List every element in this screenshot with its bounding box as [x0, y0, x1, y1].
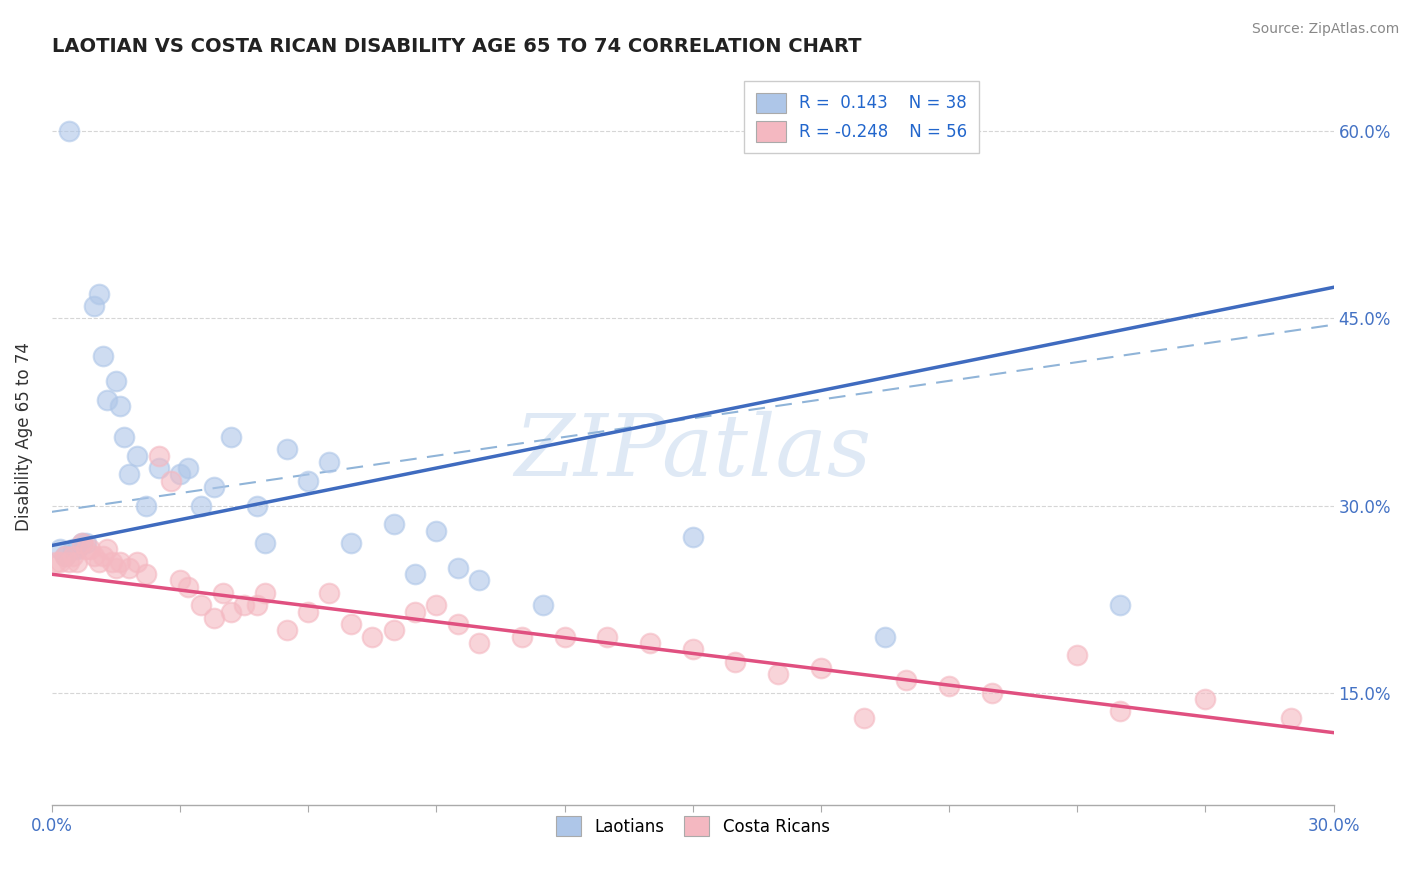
Point — [104, 374, 127, 388]
Point — [1109, 705, 1132, 719]
Point — [1109, 599, 1132, 613]
Point — [447, 617, 470, 632]
Point — [118, 561, 141, 575]
Point — [1194, 692, 1216, 706]
Point — [468, 636, 491, 650]
Point — [766, 667, 789, 681]
Point — [404, 567, 426, 582]
Point — [202, 611, 225, 625]
Point — [127, 449, 149, 463]
Point — [447, 561, 470, 575]
Point — [938, 680, 960, 694]
Point — [553, 630, 575, 644]
Point — [318, 455, 340, 469]
Point — [510, 630, 533, 644]
Point — [70, 536, 93, 550]
Point — [638, 636, 661, 650]
Point — [160, 474, 183, 488]
Point — [177, 461, 200, 475]
Point — [108, 555, 131, 569]
Point — [104, 561, 127, 575]
Point — [211, 586, 233, 600]
Point — [1279, 711, 1302, 725]
Point — [682, 530, 704, 544]
Point — [1066, 648, 1088, 663]
Point — [177, 580, 200, 594]
Point — [118, 467, 141, 482]
Point — [810, 661, 832, 675]
Point — [202, 480, 225, 494]
Point — [980, 686, 1002, 700]
Point — [425, 524, 447, 538]
Point — [361, 630, 384, 644]
Point — [596, 630, 619, 644]
Point — [112, 430, 135, 444]
Point — [45, 555, 67, 569]
Point — [404, 605, 426, 619]
Point — [91, 349, 114, 363]
Point — [66, 542, 89, 557]
Point — [254, 586, 277, 600]
Point — [79, 542, 101, 557]
Point — [148, 449, 170, 463]
Point — [62, 549, 84, 563]
Point — [425, 599, 447, 613]
Point — [108, 399, 131, 413]
Point — [382, 624, 405, 638]
Point — [190, 499, 212, 513]
Point — [135, 499, 157, 513]
Point — [724, 655, 747, 669]
Point — [53, 549, 76, 563]
Point — [873, 630, 896, 644]
Point — [468, 574, 491, 588]
Point — [219, 605, 242, 619]
Point — [297, 474, 319, 488]
Point — [127, 555, 149, 569]
Point — [169, 467, 191, 482]
Point — [219, 430, 242, 444]
Point — [340, 617, 363, 632]
Point — [49, 555, 72, 569]
Point — [58, 555, 80, 569]
Point — [87, 555, 110, 569]
Point — [896, 673, 918, 688]
Point — [62, 542, 84, 557]
Point — [96, 542, 118, 557]
Point — [83, 299, 105, 313]
Point — [169, 574, 191, 588]
Point — [53, 549, 76, 563]
Point — [148, 461, 170, 475]
Point — [246, 599, 269, 613]
Point — [66, 555, 89, 569]
Point — [58, 124, 80, 138]
Point — [246, 499, 269, 513]
Point — [91, 549, 114, 563]
Point — [318, 586, 340, 600]
Point — [75, 536, 97, 550]
Point — [276, 442, 298, 457]
Point — [75, 542, 97, 557]
Point — [49, 542, 72, 557]
Text: ZIPatlas: ZIPatlas — [515, 410, 872, 493]
Text: LAOTIAN VS COSTA RICAN DISABILITY AGE 65 TO 74 CORRELATION CHART: LAOTIAN VS COSTA RICAN DISABILITY AGE 65… — [52, 37, 862, 56]
Point — [70, 536, 93, 550]
Point — [96, 392, 118, 407]
Point — [190, 599, 212, 613]
Point — [276, 624, 298, 638]
Point — [382, 517, 405, 532]
Point — [100, 555, 122, 569]
Point — [233, 599, 256, 613]
Point — [87, 286, 110, 301]
Point — [83, 549, 105, 563]
Point — [297, 605, 319, 619]
Y-axis label: Disability Age 65 to 74: Disability Age 65 to 74 — [15, 343, 32, 532]
Point — [682, 642, 704, 657]
Point — [340, 536, 363, 550]
Text: Source: ZipAtlas.com: Source: ZipAtlas.com — [1251, 22, 1399, 37]
Legend: Laotians, Costa Ricans: Laotians, Costa Ricans — [547, 807, 838, 845]
Point — [254, 536, 277, 550]
Point — [135, 567, 157, 582]
Point — [852, 711, 875, 725]
Point — [531, 599, 554, 613]
